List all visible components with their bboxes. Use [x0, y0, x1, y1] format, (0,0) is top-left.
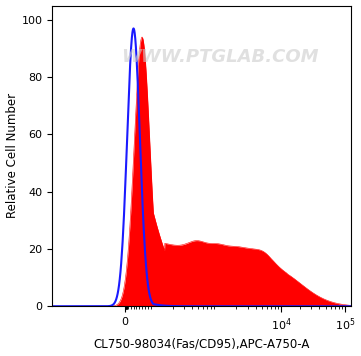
Y-axis label: Relative Cell Number: Relative Cell Number	[5, 93, 18, 219]
Text: WWW.PTGLAB.COM: WWW.PTGLAB.COM	[121, 48, 318, 66]
X-axis label: CL750-98034(Fas/CD95),APC-A750-A: CL750-98034(Fas/CD95),APC-A750-A	[93, 337, 310, 350]
